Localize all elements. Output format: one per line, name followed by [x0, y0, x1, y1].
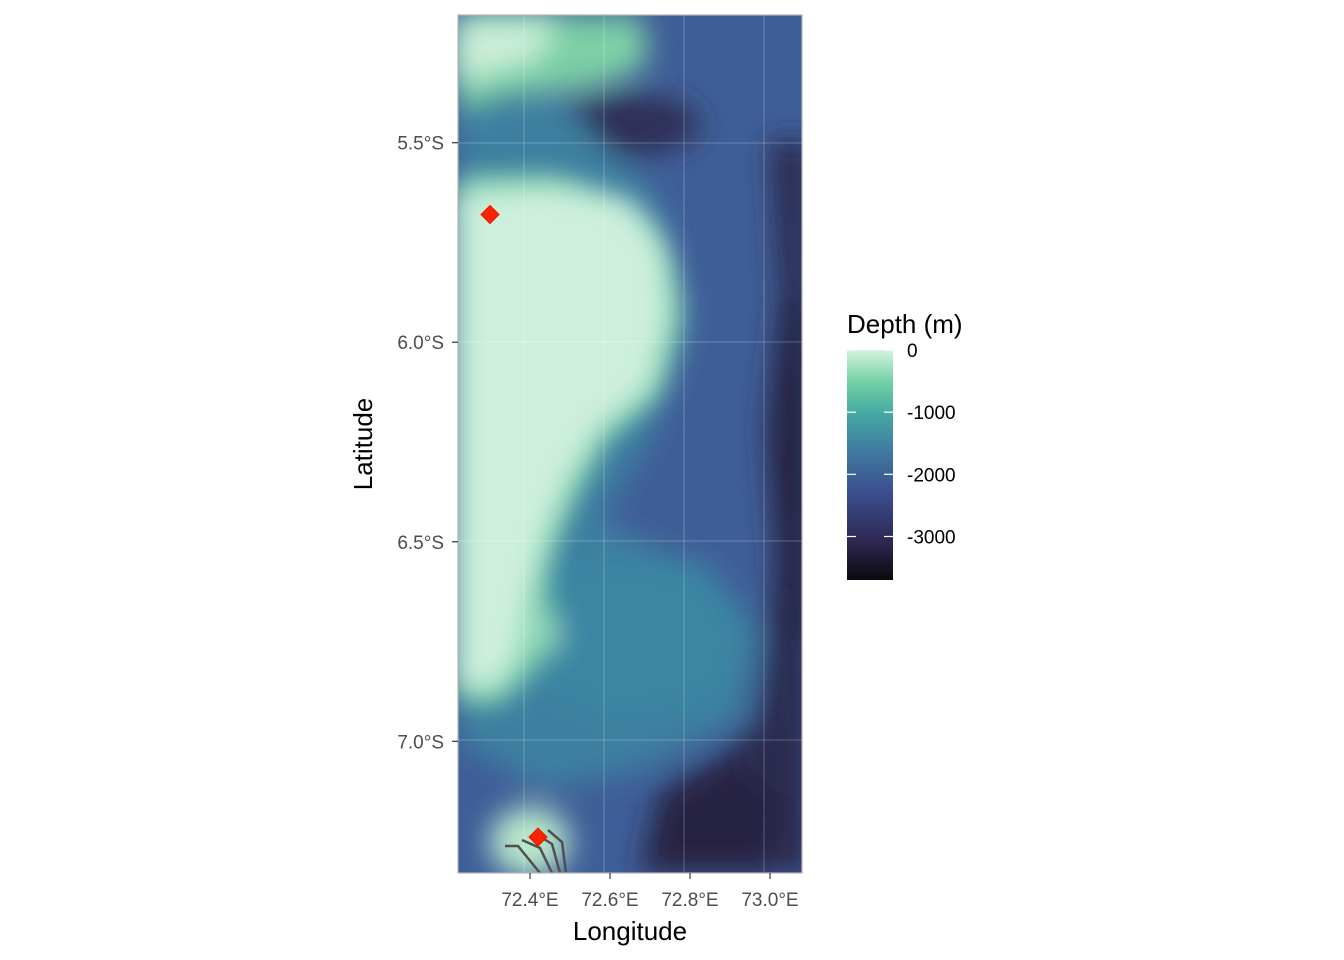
legend-tick-label: 0 — [907, 341, 918, 362]
legend-ticks: 0 -1000 -2000 -3000 — [847, 341, 956, 548]
depth-raster — [458, 15, 802, 873]
y-tick-label: 6.5°S — [397, 533, 444, 554]
point-marker — [480, 204, 500, 225]
x-tick-label: 72.4°E — [501, 890, 558, 911]
x-tick-label: 72.8°E — [661, 890, 718, 911]
legend-colorbar — [847, 350, 893, 580]
x-axis-title: Longitude — [573, 916, 687, 946]
legend-tick-label: -2000 — [907, 465, 956, 486]
legend-title: Depth (m) — [847, 309, 963, 339]
x-axis-ticks: 72.4°E 72.6°E 72.8°E 73.0°E — [501, 873, 799, 911]
y-tick-label: 5.5°S — [397, 134, 444, 155]
point-markers — [480, 204, 548, 847]
y-tick-label: 7.0°S — [397, 732, 444, 753]
y-axis-ticks: 5.5°S 6.0°S 6.5°S 7.0°S — [397, 134, 458, 753]
x-tick-label: 72.6°E — [581, 890, 638, 911]
point-marker — [528, 827, 548, 847]
depth-legend: Depth (m) 0 -1000 -2000 -3000 — [847, 309, 963, 580]
y-axis-title: Latitude — [348, 398, 378, 491]
legend-tick-label: -1000 — [907, 403, 956, 424]
panel-border — [457, 14, 803, 874]
y-tick-label: 6.0°S — [397, 333, 444, 354]
grid-lines — [458, 15, 802, 873]
legend-tick-label: -3000 — [907, 527, 956, 548]
x-tick-label: 73.0°E — [741, 890, 798, 911]
